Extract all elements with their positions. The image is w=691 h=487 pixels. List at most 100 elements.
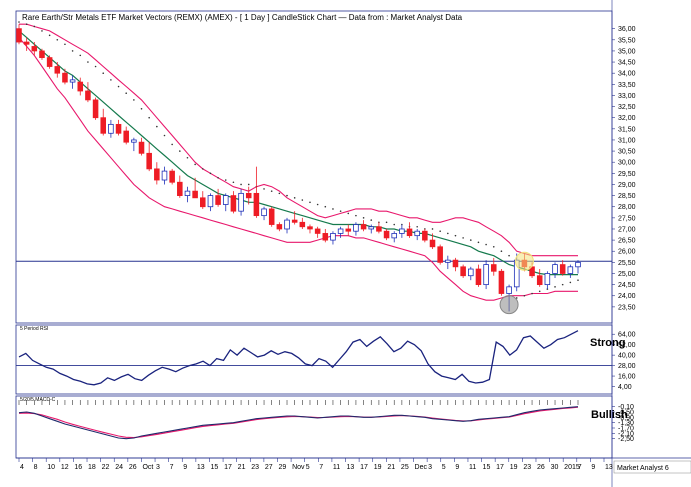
sar-dot [270, 190, 273, 192]
price-tick-label: 35,00 [618, 48, 636, 55]
price-tick-label: 24,00 [618, 293, 636, 300]
candle-up [261, 208, 267, 217]
candle-down [215, 195, 221, 205]
candle-down [429, 239, 436, 248]
candle-down [268, 208, 275, 225]
price-tick-label: 30,50 [618, 149, 636, 156]
sar-dot [370, 219, 373, 221]
parabolic-sar [18, 21, 579, 299]
macd-panel-label: 5/20/5 MACD-C [20, 397, 56, 403]
candle-down [498, 270, 505, 294]
rsi-tick-label: 28,00 [618, 363, 636, 370]
candle-down [16, 28, 22, 43]
x-tick-label: 25 [401, 464, 409, 471]
candle-down [452, 259, 459, 268]
x-tick-label: 23 [523, 464, 531, 471]
candle-down [115, 123, 122, 134]
sar-dot [485, 243, 487, 246]
x-tick-label: 5 [442, 464, 446, 471]
x-tick-label: 5 [306, 464, 310, 471]
candle-down [77, 81, 84, 92]
candle-up [567, 266, 574, 274]
x-tick-label: 11 [469, 464, 476, 471]
x-tick-label: 8 [34, 464, 38, 471]
sar-dot [186, 156, 189, 159]
sar-dot [577, 279, 579, 281]
rsi-tick-label: 4,00 [618, 384, 632, 391]
sar-dot [18, 21, 20, 23]
price-tick-label: 33,00 [618, 93, 636, 100]
sar-dot [561, 283, 564, 286]
sar-dot [569, 281, 572, 284]
x-tick-label: 7 [170, 464, 174, 471]
sar-dot [278, 192, 281, 195]
candle-up [399, 228, 405, 234]
candle-up [222, 195, 229, 205]
macd-line [18, 406, 579, 440]
candle-down [245, 192, 252, 199]
x-tick-label: 12 [61, 464, 69, 471]
price-tick-label: 31,00 [618, 137, 636, 144]
sar-dot [247, 183, 250, 186]
sar-dot [355, 214, 357, 217]
y-axis-ticks: 36,00 35,50 35,00 34,50 34,00 33,50 33,00 32,50… [612, 26, 636, 443]
sar-dot [492, 245, 495, 248]
candle-up [337, 228, 344, 234]
candle-down [138, 141, 145, 154]
candle-down [291, 219, 298, 223]
candle-up [414, 230, 420, 237]
x-tick-label: 17 [360, 464, 368, 471]
price-tick-label: 30,00 [618, 160, 636, 167]
price-tick-label: 26,50 [618, 238, 636, 245]
candle-down [46, 57, 53, 67]
x-tick-label: 17 [224, 464, 232, 471]
x-tick-label: 19 [374, 464, 382, 471]
sar-dot [531, 292, 533, 295]
x-tick-label: 23 [251, 464, 259, 471]
sar-dot [554, 286, 556, 288]
sar-dot [385, 221, 388, 224]
x-tick-label: 24 [115, 464, 123, 471]
highlight-circle [514, 251, 534, 271]
middle-band-line [18, 30, 578, 276]
candle-up [391, 233, 397, 239]
upper-band-line [19, 23, 578, 257]
candle-down [146, 152, 152, 170]
candle-down [299, 221, 306, 228]
sar-dot [56, 39, 59, 41]
candle-down [31, 46, 38, 52]
x-tick-label: 7 [319, 464, 323, 471]
sar-dot [469, 239, 472, 241]
candle-down [307, 226, 313, 230]
candle-down [322, 233, 329, 241]
footer-label: Market Analyst 6 [617, 465, 669, 472]
x-tick-label: 13 [605, 464, 613, 471]
macd-tick-label: -2,50 [618, 436, 634, 443]
candle-up [353, 224, 359, 232]
price-tick-label: 25,50 [618, 260, 636, 267]
x-tick-label: 13 [197, 464, 205, 471]
sar-dot [339, 210, 342, 212]
x-tick-label: 15 [483, 464, 491, 471]
candle-up [184, 190, 191, 196]
rsi-tick-label: 64,00 [618, 332, 636, 339]
grid [16, 260, 612, 367]
price-tick-label: 27,50 [618, 215, 636, 222]
candle-up [207, 195, 214, 208]
candle-up [468, 268, 474, 277]
candle-up [368, 226, 375, 230]
sar-dot [240, 183, 242, 186]
sar-dot [71, 50, 74, 52]
highlight-circle [499, 295, 519, 315]
candle-down [154, 168, 160, 181]
price-tick-label: 23,50 [618, 304, 636, 311]
x-tick-label: 15 [210, 464, 218, 471]
lower-band-line [18, 37, 578, 301]
candle-down [360, 224, 367, 230]
x-tick-label: 30 [551, 464, 559, 471]
candle-up [284, 219, 290, 230]
sar-dot [110, 79, 112, 81]
sar-dot [362, 217, 365, 219]
candle-down [536, 275, 543, 286]
sar-dot [133, 99, 135, 101]
